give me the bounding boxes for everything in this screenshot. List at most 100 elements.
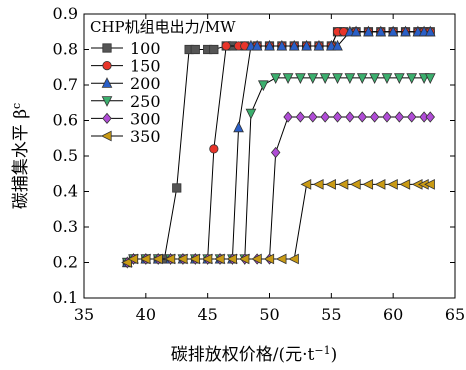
y-tick-label: 0.5 [53, 146, 78, 165]
series-line-350 [127, 183, 431, 263]
data-point-350 [152, 253, 163, 265]
x-tick-label: 40 [136, 305, 156, 324]
data-point-150 [221, 41, 231, 51]
data-point-200 [332, 39, 343, 51]
data-point-250 [270, 73, 282, 84]
series-150 [122, 27, 435, 268]
data-point-200 [288, 39, 300, 51]
data-point-350 [127, 253, 139, 265]
data-point-250 [381, 73, 393, 84]
y-tick-label: 0.8 [53, 40, 78, 59]
x-tick-label: 65 [445, 305, 465, 324]
legend-item-250: 250 [91, 92, 161, 111]
data-point-350 [121, 257, 132, 268]
data-point-200 [233, 121, 244, 133]
data-point-250 [282, 73, 294, 84]
data-point-350 [275, 253, 287, 265]
x-tick-label: 60 [383, 305, 403, 324]
data-point-350 [176, 253, 188, 265]
data-point-350 [349, 179, 361, 190]
legend-marker-350 [100, 130, 112, 142]
legend-label-150: 150 [130, 57, 161, 76]
data-point-300 [369, 111, 380, 123]
data-point-250 [257, 80, 269, 92]
x-tick-label: 35 [74, 305, 94, 324]
y-tick-label: 0.6 [53, 111, 78, 130]
legend-marker-100 [102, 43, 112, 53]
data-point-250 [424, 73, 436, 84]
data-point-100 [190, 44, 200, 55]
data-point-200 [313, 39, 325, 51]
data-point-250 [369, 73, 380, 84]
legend-title: CHP机组电出力/MW [90, 18, 236, 36]
data-point-350 [288, 253, 299, 265]
data-point-350 [387, 179, 398, 190]
x-axis-label-suffix: ) [331, 345, 338, 365]
legend-label-300: 300 [130, 109, 161, 128]
x-axis-label: 碳排放权价格/(元·t−1) [171, 344, 337, 366]
data-point-300 [283, 111, 293, 123]
y-tick-label: 0.3 [53, 217, 78, 236]
data-point-350 [213, 253, 225, 265]
x-tick-label: 55 [321, 305, 341, 324]
y-tick-label: 0.4 [53, 182, 78, 201]
data-point-200 [264, 39, 275, 51]
data-point-250 [319, 73, 331, 84]
y-tick-label: 0.2 [53, 253, 78, 272]
data-point-250 [245, 108, 257, 120]
data-point-300 [419, 111, 429, 123]
legend-item-350: 350 [91, 127, 161, 146]
legend-marker-300 [102, 112, 112, 125]
legend-marker-200 [101, 77, 113, 88]
data-point-300 [382, 111, 392, 123]
data-point-250 [356, 73, 368, 84]
data-point-250 [394, 73, 405, 84]
data-point-200 [424, 25, 436, 37]
series-100 [122, 27, 435, 268]
data-point-350 [424, 179, 435, 190]
series-line-150 [127, 31, 431, 263]
data-point-300 [332, 111, 343, 123]
axis-ticks: 35 40 45 50 55 60 65 0.1 0.2 0.3 0.4 0.5 0.6 0.7 0.8 0.… [53, 4, 466, 324]
data-point-350 [337, 179, 349, 190]
y-axis-label-main: 碳捕集水平 β [11, 109, 31, 209]
data-point-100 [172, 183, 182, 193]
x-tick-label: 50 [259, 305, 279, 324]
data-point-200 [301, 39, 312, 51]
data-point-300 [394, 111, 405, 123]
data-point-300 [406, 111, 417, 123]
plot-area [121, 25, 436, 269]
data-point-200 [387, 25, 399, 37]
data-point-200 [375, 25, 387, 37]
data-point-350 [374, 179, 386, 190]
legend-label-200: 200 [130, 74, 161, 93]
data-point-300 [308, 111, 318, 123]
y-tick-label: 0.7 [53, 75, 78, 94]
data-point-250 [332, 73, 343, 84]
y-axis-label: 碳捕集水平 βc [10, 103, 32, 209]
data-point-300 [270, 146, 281, 159]
legend-label-350: 350 [130, 127, 161, 146]
data-point-250 [344, 73, 356, 84]
series-line-250 [127, 77, 431, 263]
series-250 [121, 73, 436, 269]
legend-marker-250 [101, 96, 113, 107]
legend-item-150: 150 [91, 57, 161, 76]
data-point-300 [295, 111, 306, 123]
data-point-350 [226, 253, 238, 265]
data-point-350 [325, 179, 336, 190]
y-tick-label: 0.1 [53, 288, 78, 307]
x-axis-label-sup: −1 [314, 344, 330, 357]
series-350 [121, 179, 435, 268]
data-point-200 [276, 39, 288, 51]
data-point-200 [251, 39, 263, 51]
data-point-350 [312, 179, 324, 190]
data-point-350 [164, 253, 176, 265]
data-point-250 [295, 73, 306, 84]
data-point-350 [238, 253, 250, 265]
legend-item-300: 300 [91, 109, 161, 128]
legend-label-100: 100 [130, 39, 161, 58]
data-point-350 [201, 253, 213, 265]
